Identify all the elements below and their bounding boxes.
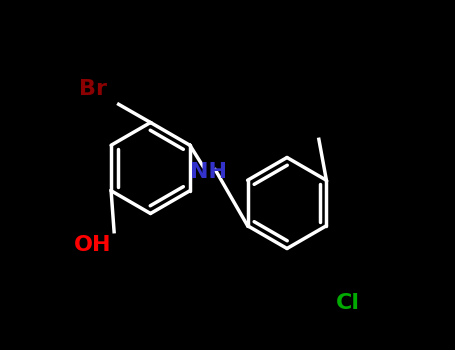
Text: NH: NH (190, 161, 227, 182)
Text: Br: Br (79, 79, 107, 99)
Text: OH: OH (74, 235, 111, 255)
Text: Cl: Cl (336, 293, 360, 313)
